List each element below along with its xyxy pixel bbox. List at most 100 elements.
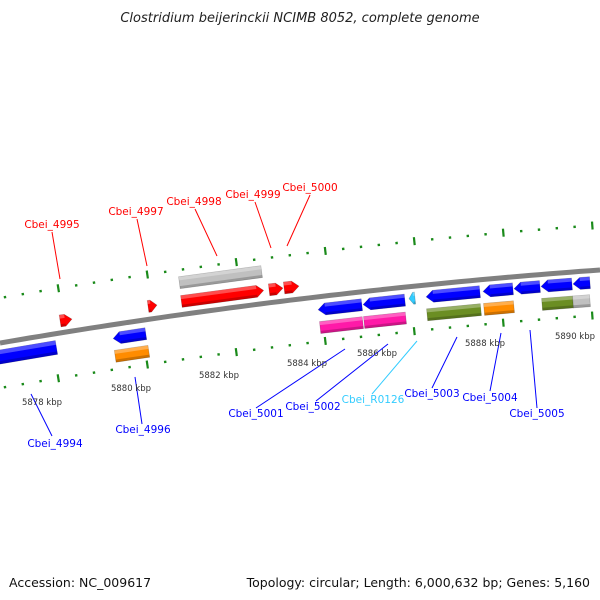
gene-label-cbei_5005[interactable]: Cbei_5005 [509, 408, 564, 420]
gene-cbei-5004[interactable] [482, 282, 514, 298]
gene-shadow [573, 304, 591, 308]
gene-label-cbei_4999[interactable]: Cbei_4999 [225, 189, 280, 201]
gene-cbei-5007[interactable] [572, 276, 591, 290]
gene-shadow [413, 301, 416, 305]
minor-tick [395, 241, 398, 245]
minor-tick [39, 379, 42, 383]
gene-cbei-4998[interactable] [180, 284, 265, 308]
minor-tick [377, 243, 381, 247]
gene-label-cbei_4996[interactable]: Cbei_4996 [115, 424, 171, 436]
gene-cbei-5003[interactable] [425, 285, 481, 303]
minor-tick [484, 232, 487, 236]
gene-label-cbei_5001[interactable]: Cbei_5001 [228, 408, 283, 420]
gene-cbei-5005[interactable] [513, 280, 541, 295]
gene-cbei-5006[interactable] [540, 277, 573, 293]
leader-line [315, 343, 389, 402]
minor-tick [430, 328, 434, 331]
leader-line [51, 231, 61, 280]
cog-cbei-5007[interactable] [572, 294, 591, 309]
gene-label-cbei_r0126[interactable]: Cbei_R0126 [342, 394, 405, 406]
minor-tick [537, 318, 541, 321]
major-tick [234, 347, 238, 357]
gene-cbei-4997[interactable] [146, 299, 158, 313]
gene-label-cbei_5002[interactable]: Cbei_5002 [285, 401, 340, 413]
feature-cbei-4998-pseudo[interactable] [178, 265, 263, 290]
minor-tick [74, 284, 78, 287]
leader-line [136, 218, 148, 267]
genome-backbone [0, 267, 600, 346]
minor-tick [448, 326, 452, 329]
kbp-label: 5886 kbp [357, 349, 397, 359]
gene-highlight [0, 340, 56, 358]
major-tick [56, 374, 61, 383]
gene-highlight [489, 282, 513, 289]
gene-shadow [433, 295, 481, 303]
gene-label-cbei_5003[interactable]: Cbei_5003 [404, 388, 459, 400]
gene-cbei-5002[interactable] [362, 293, 406, 311]
minor-tick [110, 278, 114, 282]
gene-shape [180, 285, 265, 308]
gene-label-cbei_5004[interactable]: Cbei_5004 [462, 392, 518, 404]
minor-tick [92, 281, 96, 284]
gene-shadow [269, 292, 277, 296]
gene-shadow [148, 309, 152, 313]
gene-label-cbei_4995[interactable]: Cbei_4995 [24, 219, 79, 231]
gene-shadow [120, 337, 147, 344]
gene-cbei-4994[interactable] [0, 340, 58, 368]
gene-cbei-5000[interactable] [282, 280, 300, 295]
cog-cbei-5006[interactable] [541, 295, 574, 311]
kbp-label: 5888 kbp [465, 339, 505, 349]
cog-cbei-5004[interactable] [483, 300, 515, 316]
gene-label-cbei_4994[interactable]: Cbei_4994 [27, 438, 83, 450]
accession-text: Accession: NC_009617 [9, 575, 151, 590]
gene-label-cbei_5000[interactable]: Cbei_5000 [282, 182, 337, 194]
gene-label-cbei_4997[interactable]: Cbei_4997 [108, 206, 163, 218]
gene-cbei-4999[interactable] [267, 282, 284, 297]
major-tick [323, 246, 327, 256]
major-tick [501, 228, 505, 237]
gene-shadow [490, 292, 514, 297]
gene-shape [362, 293, 406, 311]
gene-shape [408, 291, 416, 305]
major-tick [412, 327, 416, 336]
gene-highlight [412, 292, 415, 296]
gene-cbei-5001[interactable] [317, 298, 363, 316]
gene-shadow [0, 351, 58, 368]
gene-shape [319, 316, 364, 334]
minor-tick [270, 346, 274, 349]
gene-highlight [178, 265, 262, 281]
gene-shape [282, 280, 300, 295]
minor-tick [448, 236, 452, 239]
gene-shape [363, 311, 407, 329]
gene-highlight [319, 316, 363, 326]
gene-cbei-4996[interactable] [112, 327, 148, 345]
cog-cbei-5003[interactable] [426, 303, 482, 322]
minor-tick [519, 319, 523, 323]
gene-label-cbei_4998[interactable]: Cbei_4998 [166, 196, 221, 208]
cog-cbei-5001[interactable] [319, 316, 364, 334]
kbp-label: 5884 kbp [287, 359, 327, 369]
gene-cbei-4995[interactable] [58, 313, 73, 328]
minor-tick [359, 245, 363, 249]
rna-cbei-r0126[interactable] [408, 291, 416, 305]
gene-highlight [268, 283, 276, 288]
minor-tick [341, 337, 345, 341]
gene-highlight [520, 280, 540, 286]
leader-line [431, 336, 458, 389]
gene-shape [426, 303, 482, 322]
minor-tick [537, 228, 541, 231]
leader-line [134, 376, 143, 425]
minor-tick [92, 371, 96, 374]
gene-highlight [541, 295, 573, 302]
minor-tick [21, 292, 25, 296]
gene-shape [572, 276, 591, 290]
minor-tick [288, 343, 292, 347]
gene-shape [572, 294, 591, 309]
minor-tick [306, 251, 309, 255]
minor-tick [573, 315, 576, 319]
cog-cbei-5002[interactable] [363, 311, 407, 329]
gene-shape [267, 282, 284, 297]
cog-cbei-4996[interactable] [113, 344, 151, 363]
minor-tick [466, 234, 470, 238]
